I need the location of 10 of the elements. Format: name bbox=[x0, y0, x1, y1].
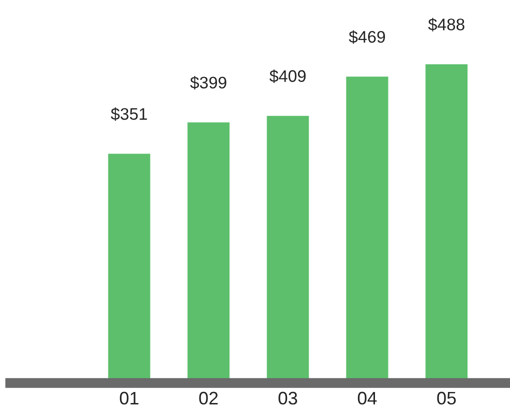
data-label: $409 bbox=[270, 69, 306, 83]
x-tick-label: 04 bbox=[358, 392, 377, 405]
x-tick-label: 02 bbox=[199, 392, 218, 405]
data-label: $399 bbox=[190, 76, 226, 90]
data-label: $469 bbox=[348, 30, 385, 44]
x-tick-label: 01 bbox=[120, 392, 138, 405]
x-tick-label: 05 bbox=[437, 392, 456, 405]
data-label: $351 bbox=[110, 107, 147, 121]
x-tick-label: 03 bbox=[278, 392, 298, 405]
data-label: $488 bbox=[428, 18, 464, 32]
